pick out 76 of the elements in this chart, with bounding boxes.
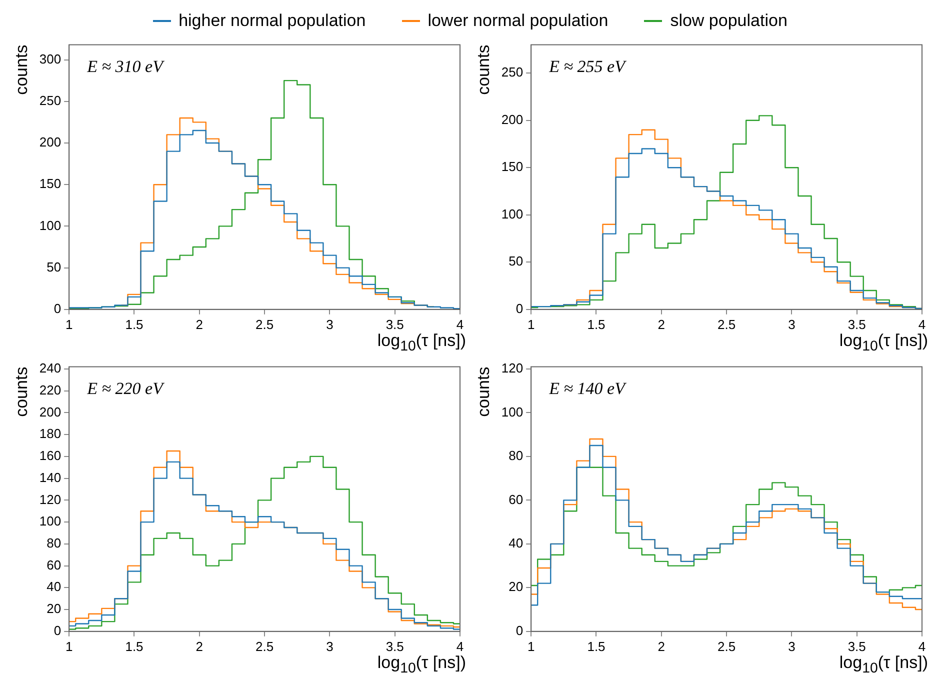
legend-label: higher normal population — [178, 11, 366, 31]
y-axis-title: counts — [474, 366, 493, 417]
y-axis-title: counts — [12, 44, 31, 95]
y-tick-label: 140 — [39, 470, 62, 485]
y-tick-label: 50 — [46, 259, 62, 274]
y-tick-label: 40 — [46, 579, 62, 594]
x-tick-label: 1.5 — [587, 316, 606, 332]
y-tick-label: 40 — [508, 536, 524, 551]
y-tick-label: 150 — [39, 176, 62, 192]
x-tick-label: 3.5 — [386, 638, 404, 654]
x-tick-label: 4 — [456, 638, 464, 654]
x-tick-label: 4 — [456, 316, 464, 332]
x-tick-label: 3.5 — [848, 316, 866, 332]
y-tick-label: 250 — [501, 64, 524, 80]
y-tick-label: 300 — [39, 51, 62, 66]
x-tick-label: 3 — [788, 638, 796, 654]
x-tick-label: 3 — [788, 316, 796, 332]
x-axis-title: log$_{10}$(τ [ns]) — [839, 330, 928, 356]
y-tick-label: 240 — [39, 360, 62, 376]
x-tick-label: 1.5 — [125, 638, 144, 654]
y-tick-label: 100 — [39, 218, 62, 233]
y-tick-label: 250 — [39, 92, 62, 108]
y-tick-label: 120 — [501, 360, 524, 376]
y-axis-title: counts — [12, 366, 31, 417]
y-axis-title: counts — [474, 44, 493, 95]
annotation: E ≈ 310 eV — [86, 56, 166, 76]
y-tick-label: 0 — [54, 300, 62, 316]
y-tick-label: 0 — [516, 622, 524, 638]
x-tick-label: 1 — [65, 638, 73, 654]
annotation: E ≈ 140 eV — [548, 378, 628, 398]
x-tick-label: 3 — [326, 638, 334, 654]
x-axis-title: log$_{10}$(τ [ns]) — [377, 652, 466, 678]
y-tick-label: 100 — [501, 206, 524, 222]
y-tick-label: 180 — [39, 426, 62, 442]
y-tick-label: 20 — [46, 601, 62, 616]
y-tick-label: 80 — [508, 448, 524, 464]
y-tick-label: 80 — [46, 536, 62, 551]
y-tick-label: 60 — [508, 492, 524, 507]
x-tick-label: 2 — [658, 316, 666, 332]
x-tick-label: 2.5 — [718, 638, 736, 654]
y-tick-label: 200 — [39, 134, 62, 150]
y-tick-label: 0 — [516, 300, 524, 316]
x-tick-label: 2 — [196, 638, 204, 654]
x-tick-label: 3.5 — [848, 638, 866, 654]
annotation: E ≈ 255 eV — [548, 56, 628, 76]
x-tick-label: 2 — [196, 316, 204, 332]
x-axis-title: log$_{10}$(τ [ns]) — [839, 652, 928, 678]
y-tick-label: 120 — [39, 492, 62, 507]
x-tick-label: 1 — [65, 316, 73, 332]
y-tick-label: 160 — [39, 448, 62, 464]
x-tick-label: 4 — [918, 316, 926, 332]
x-tick-label: 1 — [527, 316, 535, 332]
x-axis-title: log$_{10}$(τ [ns]) — [377, 330, 466, 356]
y-tick-label: 150 — [501, 159, 524, 174]
y-tick-label: 220 — [39, 382, 62, 398]
y-tick-label: 100 — [501, 404, 524, 420]
legend-label: slow population — [670, 11, 788, 31]
x-tick-label: 2.5 — [718, 316, 736, 332]
x-tick-label: 2.5 — [256, 638, 274, 654]
y-tick-label: 200 — [39, 404, 62, 420]
y-tick-label: 100 — [39, 514, 62, 529]
x-tick-label: 1.5 — [587, 638, 606, 654]
y-tick-label: 0 — [54, 622, 62, 638]
y-tick-label: 200 — [501, 112, 524, 127]
x-tick-label: 4 — [918, 638, 926, 654]
x-tick-label: 2 — [658, 638, 666, 654]
y-tick-label: 20 — [508, 579, 524, 594]
annotation: E ≈ 220 eV — [86, 378, 166, 398]
x-tick-label: 2.5 — [256, 316, 274, 332]
y-tick-label: 60 — [46, 557, 62, 572]
legend-label: lower normal population — [428, 11, 608, 31]
x-tick-label: 1.5 — [125, 316, 144, 332]
y-tick-label: 50 — [508, 254, 524, 269]
x-tick-label: 1 — [527, 638, 535, 654]
x-tick-label: 3 — [326, 316, 334, 332]
x-tick-label: 3.5 — [386, 316, 404, 332]
